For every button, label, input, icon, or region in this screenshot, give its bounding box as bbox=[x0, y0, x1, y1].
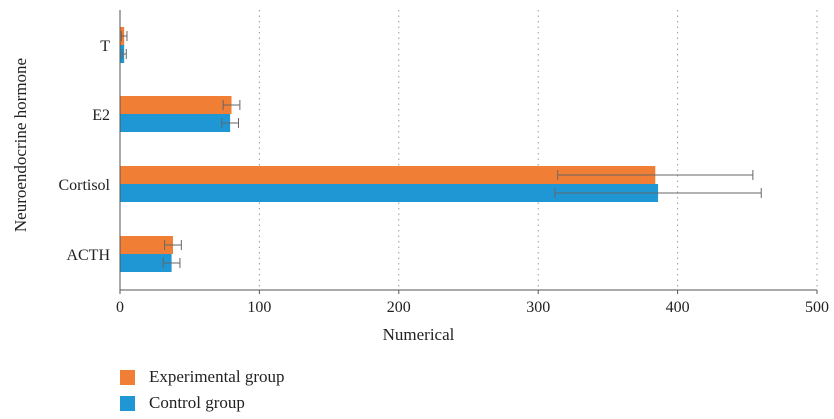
legend-item-experimental: Experimental group bbox=[120, 364, 285, 390]
error-bar-experimental-e2 bbox=[222, 100, 241, 110]
x-tick-label: 100 bbox=[247, 299, 271, 316]
bar-experimental-cortisol bbox=[120, 166, 656, 184]
bar-experimental-acth bbox=[120, 236, 173, 254]
bar-experimental-e2 bbox=[120, 96, 232, 114]
grid-lines bbox=[258, 10, 818, 290]
legend-swatch-control bbox=[120, 395, 135, 411]
error-bar-control-acth bbox=[162, 258, 181, 268]
error-bar-control-cortisol bbox=[554, 188, 762, 198]
bars-layer bbox=[120, 27, 659, 272]
bar-control-cortisol bbox=[120, 184, 659, 202]
y-axis-title: Neuroendocrine hormone bbox=[11, 58, 30, 232]
bar-control-e2 bbox=[120, 114, 231, 132]
legend-item-control: Control group bbox=[120, 390, 285, 416]
error-bar-experimental-t bbox=[120, 31, 128, 41]
legend-label-control: Control group bbox=[149, 393, 245, 412]
error-bar-experimental-cortisol bbox=[557, 170, 754, 180]
y-tick-label-acth: ACTH bbox=[66, 247, 110, 264]
legend: Experimental group Control group bbox=[120, 364, 285, 416]
x-tick-label: 200 bbox=[387, 299, 411, 316]
legend-label-experimental: Experimental group bbox=[149, 367, 285, 386]
x-tick-label: 500 bbox=[805, 299, 829, 316]
error-bar-control-t bbox=[121, 49, 127, 59]
error-bar-control-e2 bbox=[221, 118, 239, 128]
x-tick-labels: 0 100 200 300 400 500 bbox=[116, 290, 829, 316]
x-tick-label: 300 bbox=[526, 299, 550, 316]
x-tick-label: 400 bbox=[666, 299, 690, 316]
y-tick-label-e2: E2 bbox=[92, 107, 110, 124]
y-tick-label-t: T bbox=[100, 38, 110, 55]
y-tick-labels: T E2 Cortisol ACTH bbox=[58, 38, 110, 264]
error-bar-experimental-acth bbox=[164, 240, 182, 250]
legend-swatch-experimental bbox=[120, 369, 135, 385]
bar-control-acth bbox=[120, 254, 172, 272]
y-tick-label-cortisol: Cortisol bbox=[58, 177, 110, 194]
x-tick-label: 0 bbox=[116, 299, 124, 316]
x-axis-title: Numerical bbox=[383, 325, 455, 344]
error-bars-layer bbox=[120, 31, 762, 268]
bar-chart: 0 100 200 300 400 500 T E2 Cortisol ACTH Numeric… bbox=[11, 10, 829, 344]
